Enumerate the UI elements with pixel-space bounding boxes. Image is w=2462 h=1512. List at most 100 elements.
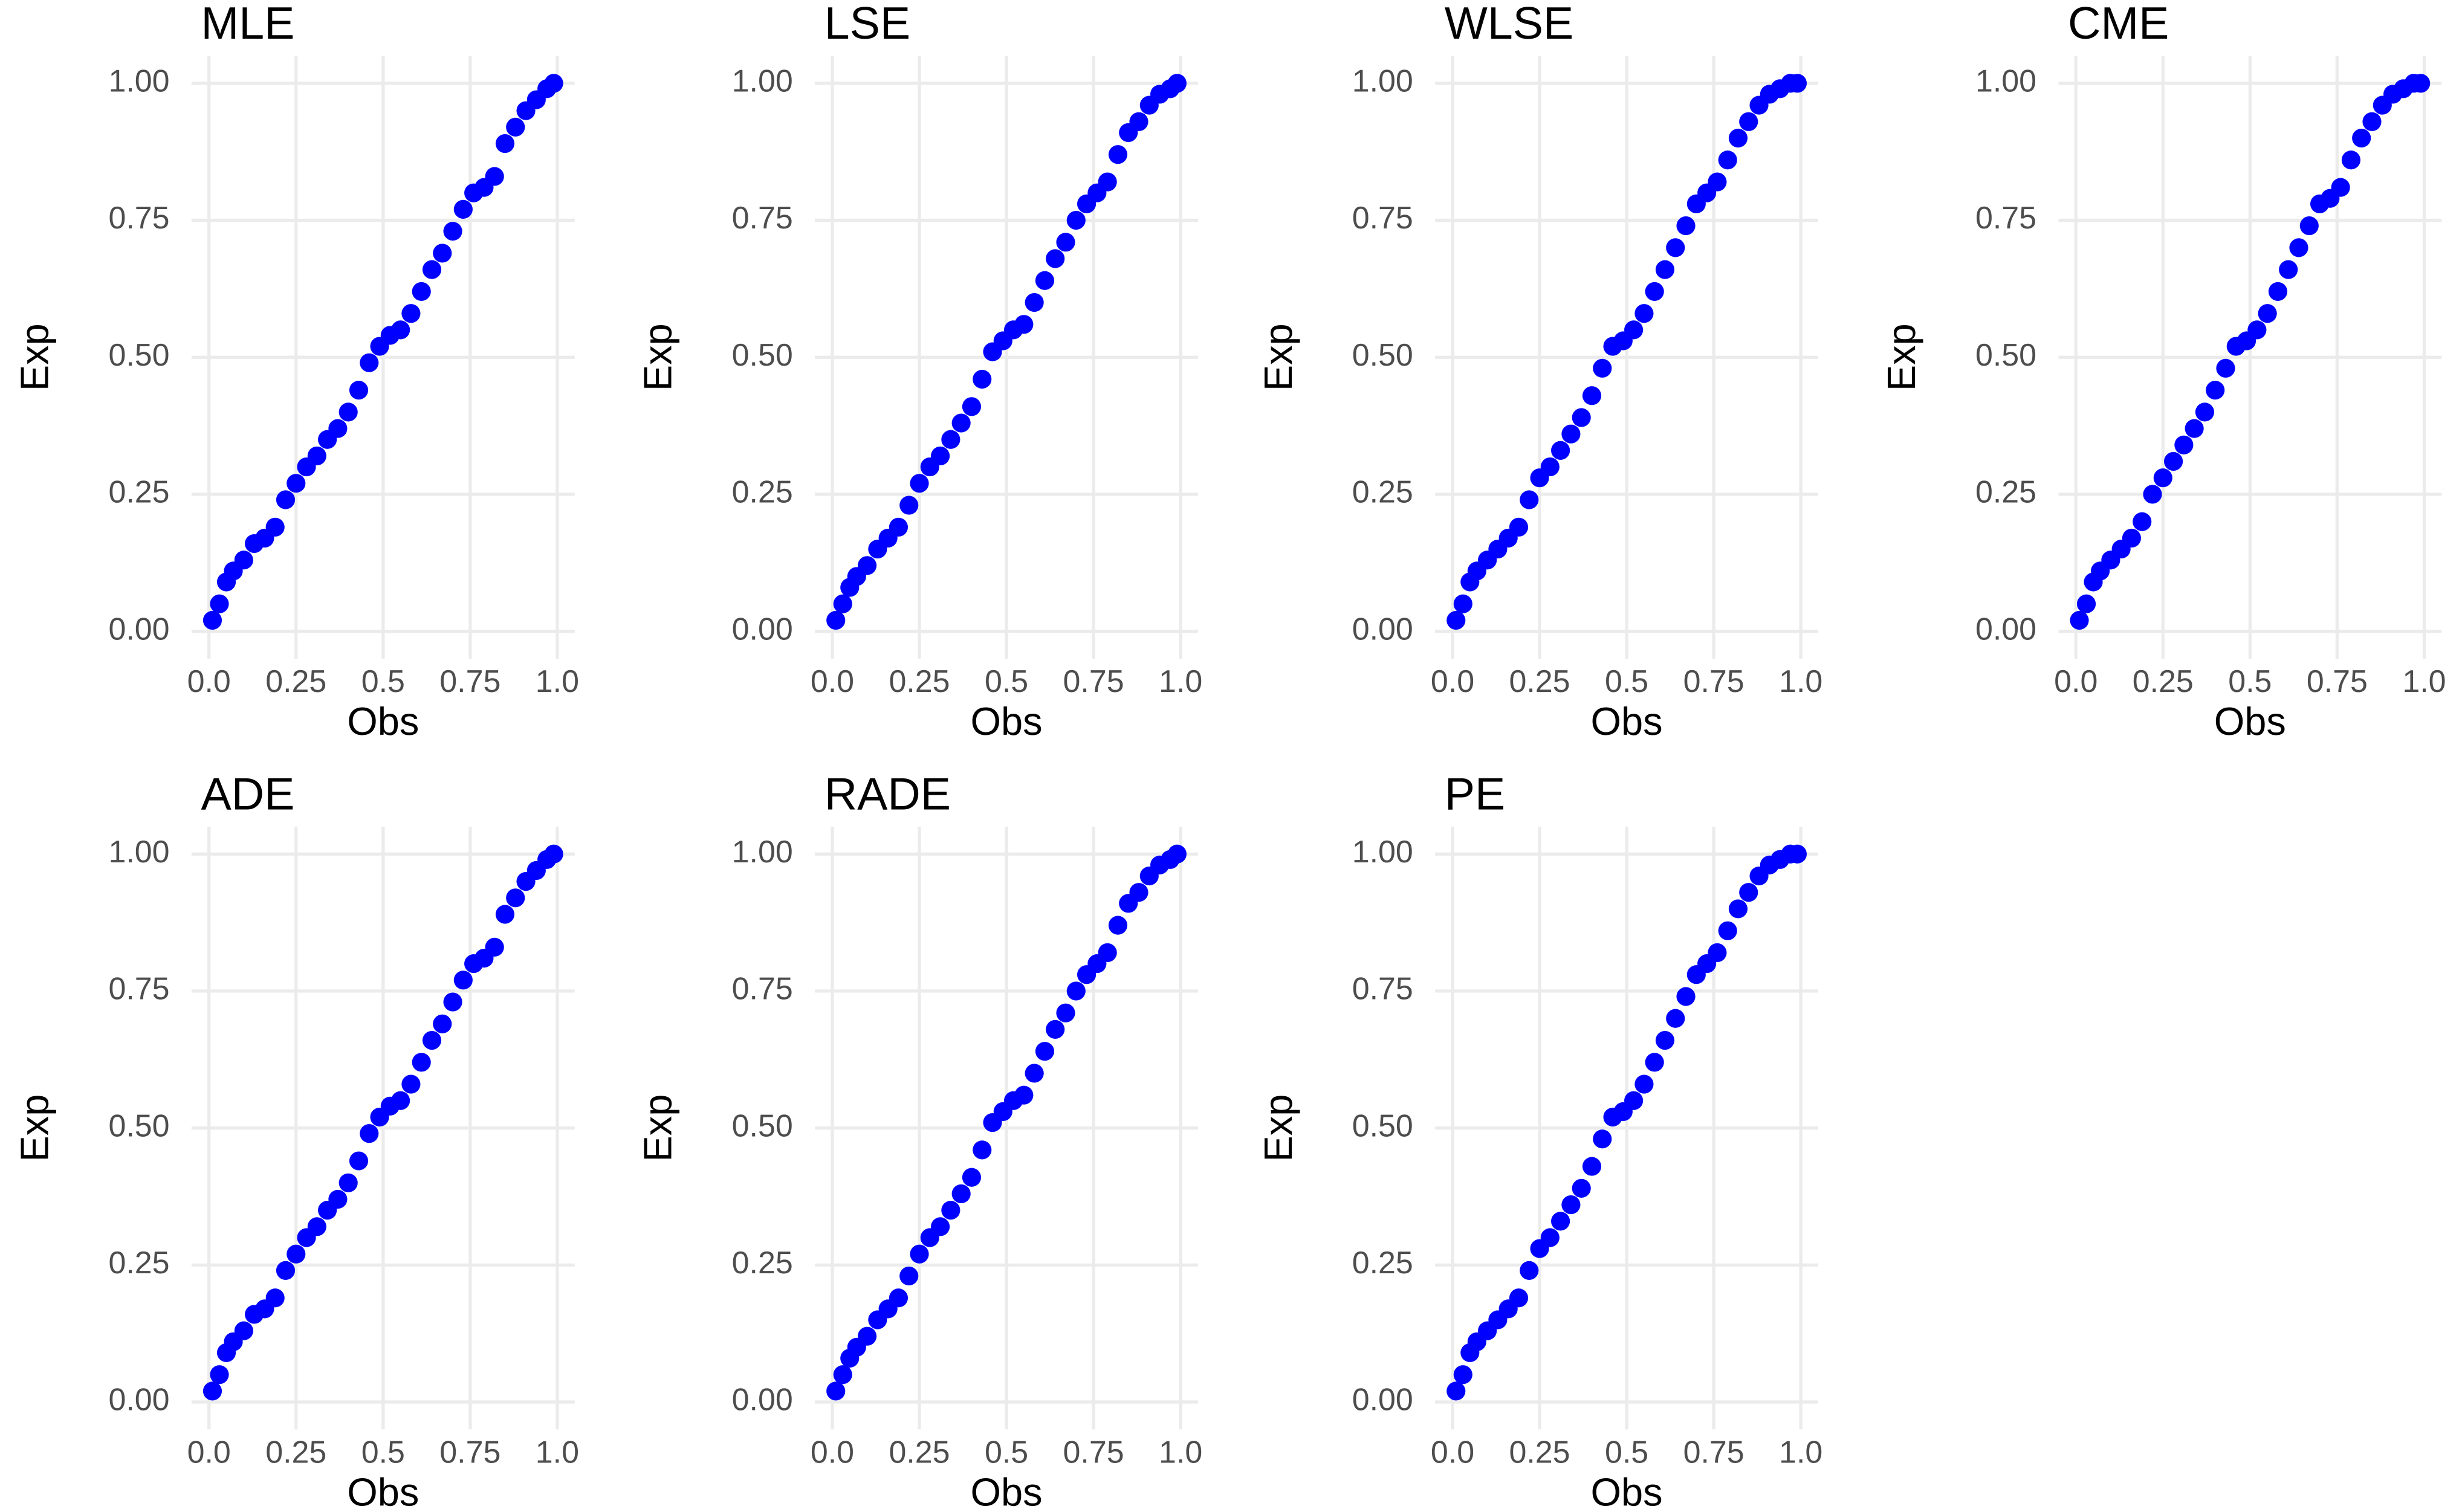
y-tick-label: 0.00 [1975,612,2036,647]
point [2279,260,2298,279]
point [826,610,846,630]
x-tick-label: 0.75 [1683,664,1744,699]
point [1593,1129,1612,1149]
x-tick-label: 0.25 [2133,664,2194,699]
point [2163,451,2183,471]
point [1572,1178,1591,1198]
y-tick-label: 0.75 [1975,201,2036,236]
point [1645,282,1664,301]
point [1129,883,1148,902]
x-tick-label: 1.0 [536,1435,579,1470]
point [422,260,442,279]
x-tick-label: 0.0 [2054,664,2098,699]
point [2185,419,2204,438]
point [1025,292,1044,312]
point [1593,358,1612,378]
x-tick-label: 1.0 [1159,664,1202,699]
point [401,1074,421,1094]
point [544,844,563,864]
point [2331,178,2350,197]
y-tick-label: 0.00 [108,1383,169,1418]
point [973,1140,992,1160]
y-axis-label: Exp [1879,323,1923,391]
point [1509,1288,1529,1308]
point [443,222,462,241]
point [1708,943,1727,963]
y-tick-label: 1.00 [1352,835,1413,870]
point [857,1326,877,1346]
y-tick-label: 1.00 [1352,64,1413,99]
y-axis-label: Exp [636,1094,680,1162]
point [1787,844,1807,864]
y-tick-label: 0.50 [1352,338,1413,373]
point [1446,1381,1466,1401]
point [833,594,852,613]
x-tick-label: 0.5 [1605,664,1648,699]
point [506,888,525,908]
x-tick-label: 0.75 [439,664,500,699]
panel-title: MLE [201,0,294,48]
point [2268,282,2288,301]
y-tick-label: 0.75 [108,201,169,236]
point [2299,216,2319,236]
x-tick-label: 0.5 [985,1435,1028,1470]
point [1453,594,1472,613]
point [826,1381,846,1401]
point [1666,238,1685,257]
point [433,1014,452,1033]
point [962,397,982,416]
point [2352,128,2371,148]
point [453,199,473,219]
point [1624,1091,1644,1110]
x-tick-label: 0.0 [811,1435,854,1470]
point [1520,1261,1539,1280]
point [2070,610,2089,630]
point [349,381,369,400]
y-tick-label: 0.75 [1352,201,1413,236]
point [1624,320,1644,340]
point [287,1244,306,1264]
point [485,937,504,957]
point [495,905,515,924]
point [930,1217,950,1236]
point [1676,987,1696,1006]
point [1540,457,1560,477]
y-tick-label: 1.00 [108,835,169,870]
y-tick-label: 0.25 [732,1245,793,1281]
point [506,117,525,137]
point [1787,74,1807,93]
x-tick-label: 0.25 [265,664,326,699]
point [422,1030,442,1050]
point [2258,304,2277,323]
y-axis-label: Exp [1256,323,1300,391]
y-tick-label: 0.25 [1352,1245,1413,1281]
panel-title: LSE [824,0,910,48]
point [2247,320,2267,340]
point [2153,468,2172,488]
point [349,1151,369,1171]
x-tick-label: 1.0 [2402,664,2446,699]
point [307,1217,326,1236]
x-tick-label: 0.25 [265,1435,326,1470]
point [1453,1365,1472,1384]
point [833,1365,852,1384]
x-tick-label: 0.25 [1509,1435,1570,1470]
x-axis-label: Obs [2214,699,2286,743]
point [1014,315,1034,334]
point [930,446,950,466]
point [2195,402,2215,422]
x-tick-label: 0.75 [1063,1435,1124,1470]
point [1718,921,1737,940]
point [1728,899,1748,919]
x-tick-label: 1.0 [536,664,579,699]
x-tick-label: 0.0 [811,664,854,699]
point [941,430,961,449]
point [889,517,909,537]
point [328,1189,348,1209]
point [1634,1074,1654,1094]
point [2289,238,2308,257]
point [1572,408,1591,427]
y-tick-label: 0.00 [1352,1383,1413,1418]
x-axis-label: Obs [971,1470,1043,1512]
y-tick-label: 0.25 [108,475,169,510]
